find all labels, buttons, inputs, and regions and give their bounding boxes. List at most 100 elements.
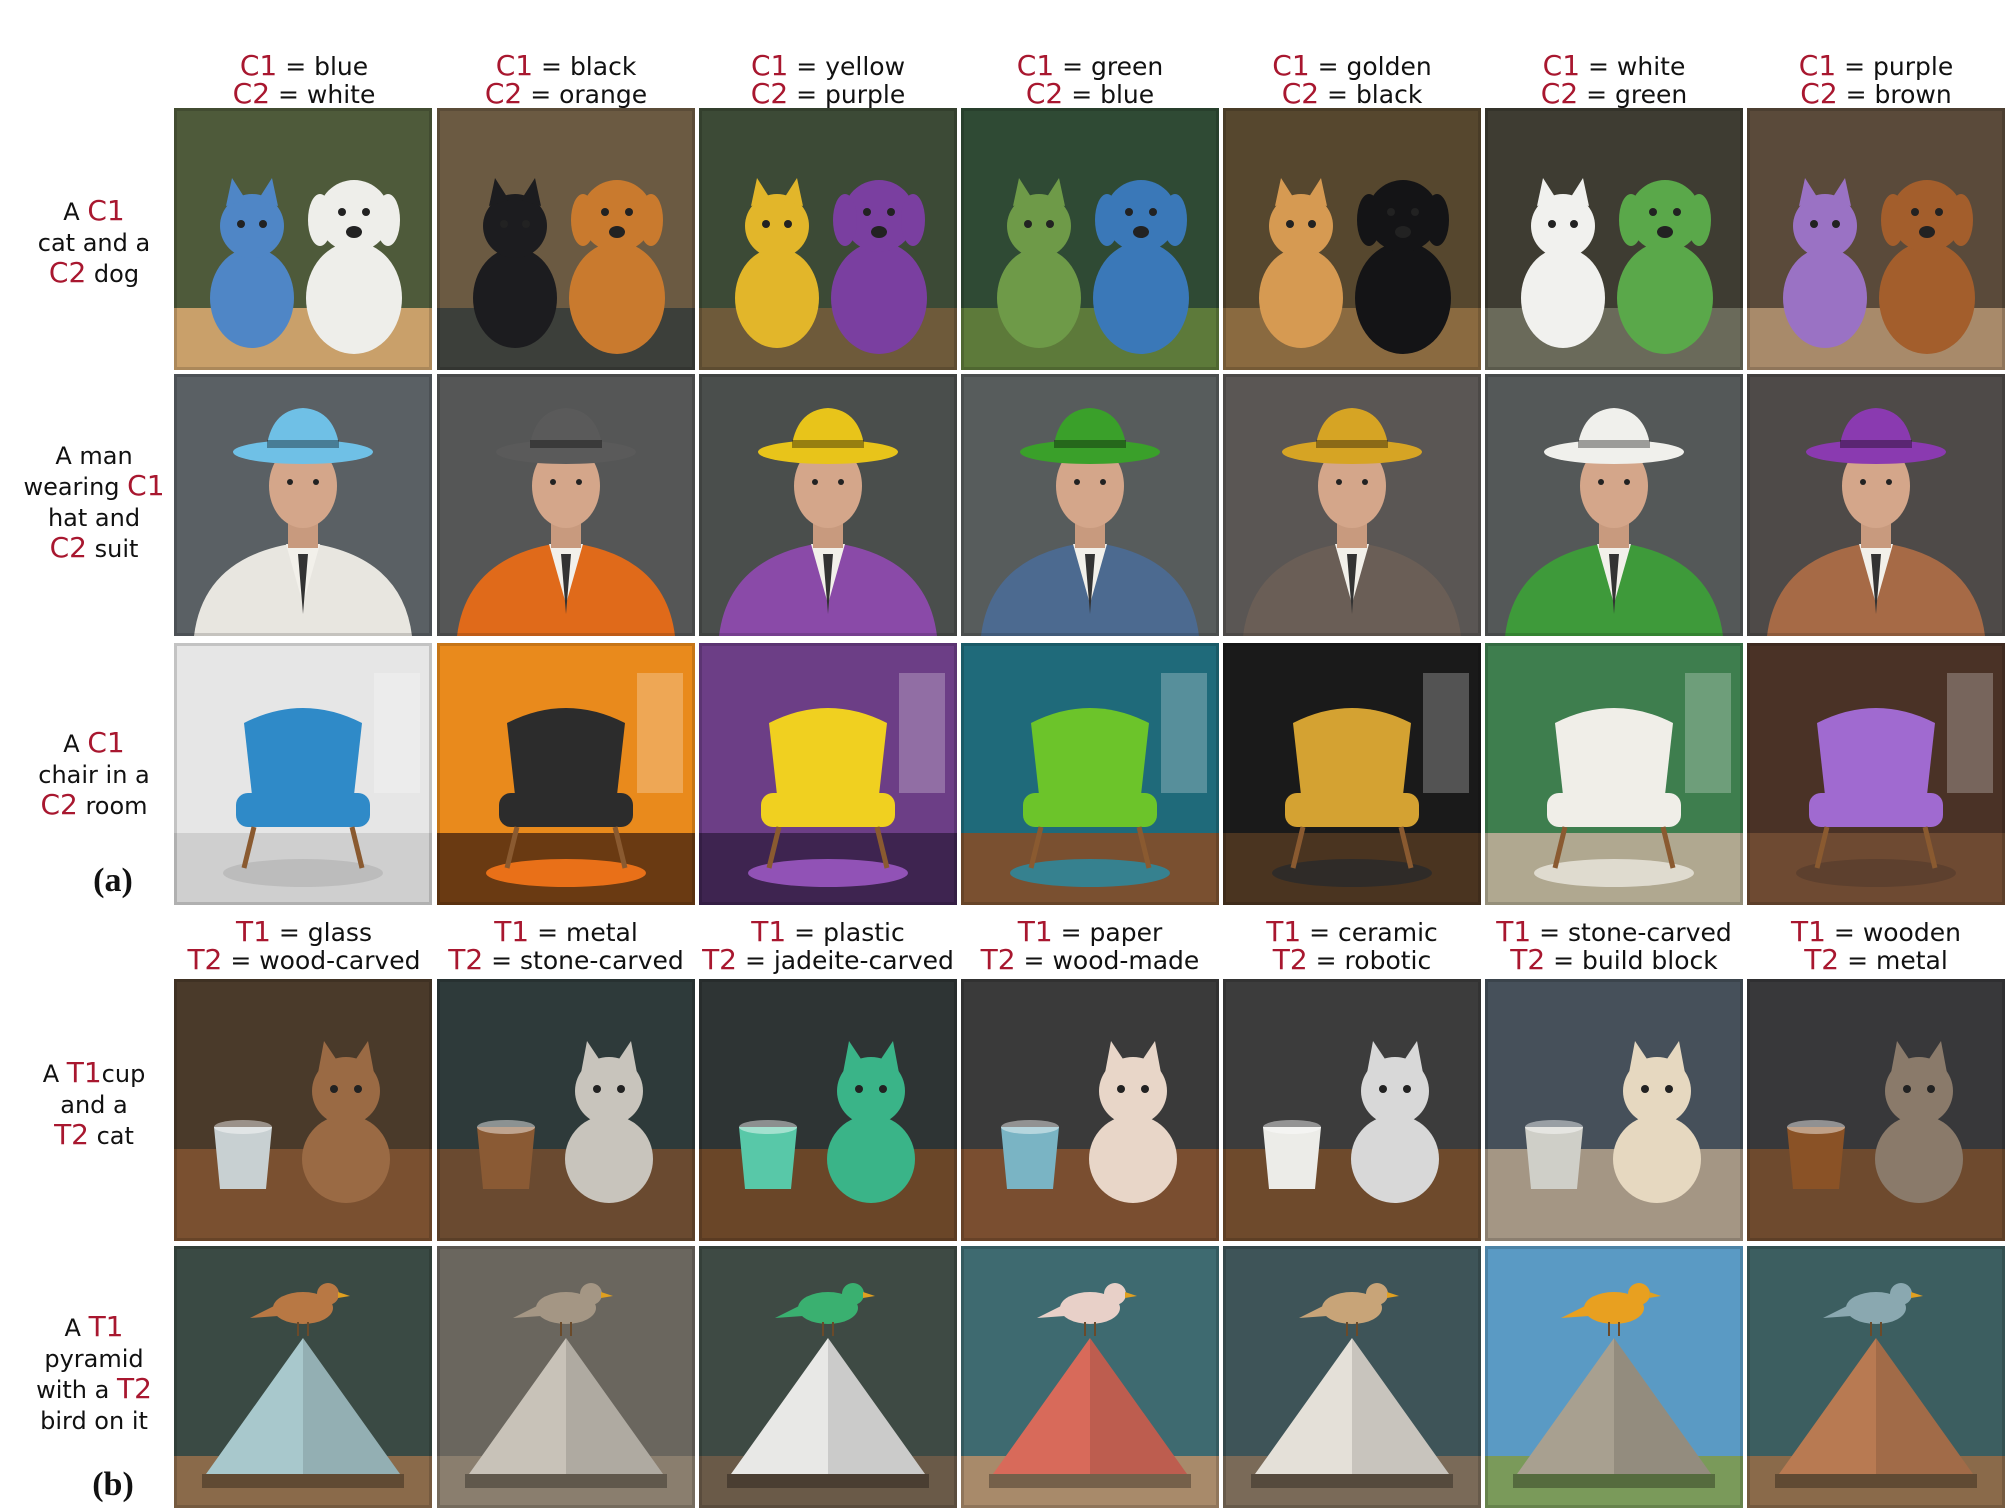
cat [997,178,1081,348]
column-header: C1 = green C2 = blue [1016,49,1164,110]
generated-image [699,108,957,370]
generated-image [1223,979,1481,1241]
cup [214,1120,272,1189]
row-label-a1: A man wearing C1 hat and C2 suit [23,442,165,564]
chair [1023,708,1157,869]
pyramid [1251,1338,1453,1488]
generated-image [1223,643,1481,905]
cup [477,1120,535,1189]
cup [1263,1120,1321,1189]
bird [1299,1283,1399,1336]
column-header: C1 = purple C2 = brown [1798,49,1954,110]
generated-image [699,374,957,636]
dog [1093,180,1189,354]
attr-key: C2 [232,77,271,110]
cat [1613,1041,1701,1203]
cat [1783,178,1867,348]
cat [302,1041,390,1203]
dog [1355,180,1451,354]
hat [1544,408,1684,464]
cup [1787,1120,1845,1189]
hat [1282,408,1422,464]
generated-image [961,108,1219,370]
cat [565,1041,653,1203]
pyramid [202,1338,404,1488]
bird [775,1283,875,1336]
column-header: T1 = stone-carved T2 = build block [1496,915,1732,976]
generated-image [174,1246,432,1508]
chair [1809,708,1943,869]
cup [739,1120,797,1189]
pyramid [1513,1338,1715,1488]
man [457,444,675,636]
generated-image [1747,374,2005,636]
generated-image [699,1246,957,1508]
hat [758,408,898,464]
generated-image [1485,643,1743,905]
chair [499,708,633,869]
generated-image [961,1246,1219,1508]
chair [761,708,895,869]
generated-image [1485,979,1743,1241]
generated-image [1485,1246,1743,1508]
cat [1521,178,1605,348]
chair [1547,708,1681,869]
column-header: C1 = white C2 = green [1540,49,1688,110]
generated-image [174,979,432,1241]
dog [831,180,927,354]
chair [236,708,370,869]
generated-image [174,643,432,905]
column-header: C1 = golden C2 = black [1272,49,1432,110]
cat [473,178,557,348]
man [1767,444,1985,636]
generated-image [437,643,695,905]
bird [1561,1283,1661,1336]
generated-image [437,374,695,636]
cat [1259,178,1343,348]
generated-image [1223,374,1481,636]
pyramid [1775,1338,1977,1488]
bird [513,1283,613,1336]
generated-image [699,643,957,905]
cat [1351,1041,1439,1203]
generated-image [1747,1246,2005,1508]
dog [1617,180,1713,354]
man [194,444,412,636]
row-label-b0: A T1cup and a T2 cat [42,1056,146,1151]
generated-image [961,374,1219,636]
cat [1875,1041,1963,1203]
column-header: T1 = plastic T2 = jadeite-carved [702,915,954,976]
column-header: T1 = paper T2 = wood-made [980,915,1200,976]
column-header: C1 = black C2 = orange [484,49,648,110]
cup [1001,1120,1059,1189]
generated-image [1223,1246,1481,1508]
generated-image [1223,108,1481,370]
cat [827,1041,915,1203]
row-label-a2: A C1 chair in a C2 room [38,726,150,821]
dog [306,180,402,354]
cat [735,178,819,348]
hat [1020,408,1160,464]
hat [233,408,373,464]
column-header: T1 = glass T2 = wood-carved [187,915,421,976]
column-header: T1 = ceramic T2 = robotic [1266,915,1438,976]
bird [250,1283,350,1336]
man [1243,444,1461,636]
generated-image [699,979,957,1241]
generated-image [437,1246,695,1508]
column-header: T1 = metal T2 = stone-carved [448,915,684,976]
part-label-a: (a) [93,862,133,899]
man [719,444,937,636]
column-header: C1 = yellow C2 = purple [750,49,906,110]
attr-key: C1 [239,49,278,82]
generated-image [174,108,432,370]
dog [1879,180,1975,354]
man [1505,444,1723,636]
row-label-a0: A C1 cat and a C2 dog [37,194,151,289]
generated-image [1747,108,2005,370]
hat [1806,408,1946,464]
column-header: T1 = wooden T2 = metal [1791,915,1961,976]
row-label-b1: A T1 pyramid with a T2 bird on it [36,1310,152,1436]
generated-image [174,374,432,636]
cat [1089,1041,1177,1203]
